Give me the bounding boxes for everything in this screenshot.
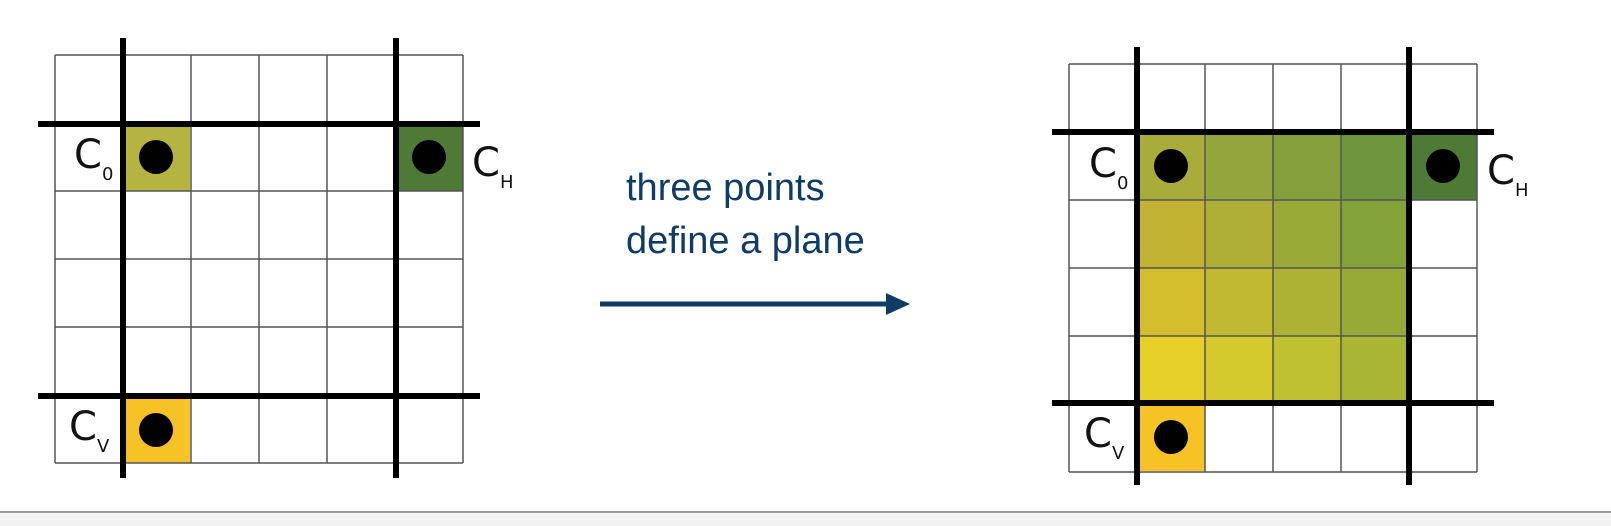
plane-cell — [1341, 200, 1409, 268]
plane-cell — [1273, 200, 1341, 268]
left-point-cv — [139, 413, 173, 447]
right-label-ch: CH — [1487, 148, 1528, 201]
caption-line-1: three points — [626, 167, 825, 209]
plane-cell — [1273, 132, 1341, 200]
plane-cell — [1273, 336, 1341, 404]
right-label-c0: C0 — [1089, 141, 1128, 194]
plane-cell — [1205, 336, 1273, 404]
plane-cell — [1137, 200, 1205, 268]
plane-cell — [1205, 132, 1273, 200]
plane-cell — [1273, 268, 1341, 336]
left-thick-lines — [38, 38, 480, 478]
right-thick-lines — [1052, 47, 1494, 485]
plane-cell — [1137, 336, 1205, 404]
left-label-ch: CH — [472, 140, 513, 193]
plane-cell — [1137, 268, 1205, 336]
caption-group: three points define a plane — [626, 167, 865, 262]
left-grid: C0 CH CV — [38, 38, 513, 478]
right-point-cv — [1154, 420, 1188, 454]
left-point-c0 — [139, 140, 173, 174]
left-label-c0: C0 — [74, 132, 113, 185]
right-label-cv: CV — [1084, 411, 1125, 464]
right-point-c0 — [1154, 149, 1188, 183]
right-thin-grid-lines — [1068, 63, 1478, 473]
right-point-ch — [1426, 149, 1460, 183]
right-grid: C0 CH CV — [1052, 47, 1528, 485]
plane-cell — [1341, 268, 1409, 336]
left-thin-grid-lines — [54, 54, 464, 464]
arrow — [600, 293, 910, 315]
left-label-cv: CV — [69, 404, 110, 457]
arrow-head-icon — [886, 293, 910, 315]
plane-cell — [1341, 336, 1409, 404]
plane-cell — [1341, 132, 1409, 200]
plane-cell — [1205, 200, 1273, 268]
caption-line-2: define a plane — [626, 220, 865, 262]
plane-cell — [1205, 268, 1273, 336]
bottom-divider — [0, 512, 1611, 526]
left-point-ch — [412, 140, 446, 174]
